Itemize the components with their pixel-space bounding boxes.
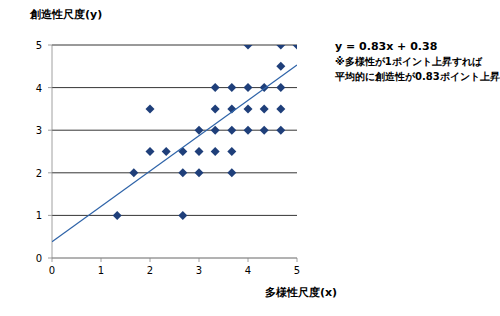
- x-tick: [248, 258, 249, 262]
- scatter-point: [276, 45, 285, 50]
- x-axis-label: 多様性尺度(x): [265, 286, 337, 299]
- scatter-point: [276, 83, 285, 92]
- scatter-point: [195, 147, 204, 156]
- x-tick-label: 2: [147, 265, 153, 276]
- scatter-point: [276, 104, 285, 113]
- scatter-point: [227, 168, 236, 177]
- scatter-point: [244, 126, 253, 135]
- grid-line: [52, 45, 297, 46]
- scatter-point: [178, 168, 187, 177]
- scatter-point: [211, 83, 220, 92]
- scatter-point: [113, 211, 122, 220]
- x-tick-label: 4: [245, 265, 251, 276]
- scatter-point: [227, 147, 236, 156]
- scatter-point: [178, 211, 187, 220]
- scatter-point: [211, 147, 220, 156]
- y-tick: [48, 258, 52, 259]
- scatter-point: [260, 126, 269, 135]
- scatter-point: [260, 104, 269, 113]
- y-tick: [48, 215, 52, 216]
- scatter-point: [276, 62, 285, 71]
- x-tick-label: 5: [294, 265, 300, 276]
- y-tick-label: 1: [36, 210, 42, 221]
- y-tick-label: 3: [36, 125, 42, 136]
- y-axis: [52, 45, 53, 258]
- scatter-point: [244, 104, 253, 113]
- scatter-point: [276, 126, 285, 135]
- y-tick-label: 2: [36, 168, 42, 179]
- annotation: 平均的に創造性が0.83ポイント上昇: [334, 71, 500, 82]
- y-tick: [48, 45, 52, 46]
- y-tick: [48, 87, 52, 88]
- scatter-point: [293, 45, 298, 50]
- x-tick: [101, 258, 102, 262]
- x-tick: [297, 258, 298, 262]
- scatter-point: [129, 168, 138, 177]
- scatter-point: [227, 126, 236, 135]
- scatter-point: [244, 45, 253, 50]
- scatter-point: [227, 83, 236, 92]
- y-tick: [48, 172, 52, 173]
- y-tick: [48, 130, 52, 131]
- trend-line: [52, 65, 297, 242]
- annotation: y = 0.83x + 0.38: [335, 40, 437, 53]
- y-tick-label: 0: [36, 253, 42, 264]
- scatter-point: [195, 168, 204, 177]
- x-tick: [52, 258, 53, 262]
- annotation: ※多様性が1ポイント上昇すれば: [335, 56, 483, 68]
- x-axis: [52, 258, 297, 259]
- chart: 0 1 2 3 4 5 0 1 2 3 4 5 創造性尺度(y) 多様性尺度(x) y = 0.83x + …: [0, 0, 500, 316]
- plot-marks: [52, 45, 297, 242]
- x-tick-label: 1: [98, 265, 104, 276]
- x-tick: [199, 258, 200, 262]
- scatter-point: [162, 147, 171, 156]
- scatter-point: [244, 83, 253, 92]
- grid-line: [52, 172, 297, 173]
- scatter-point: [146, 104, 155, 113]
- y-tick-label: 4: [36, 83, 42, 94]
- y-axis-label: 創造性尺度(y): [29, 8, 102, 21]
- x-tick-label: 0: [49, 265, 55, 276]
- grid-line: [52, 258, 297, 259]
- scatter-point: [178, 147, 187, 156]
- x-tick: [150, 258, 151, 262]
- scatter-point: [146, 147, 155, 156]
- y-tick-label: 5: [36, 40, 42, 51]
- x-tick-label: 3: [196, 265, 202, 276]
- scatter-point: [211, 104, 220, 113]
